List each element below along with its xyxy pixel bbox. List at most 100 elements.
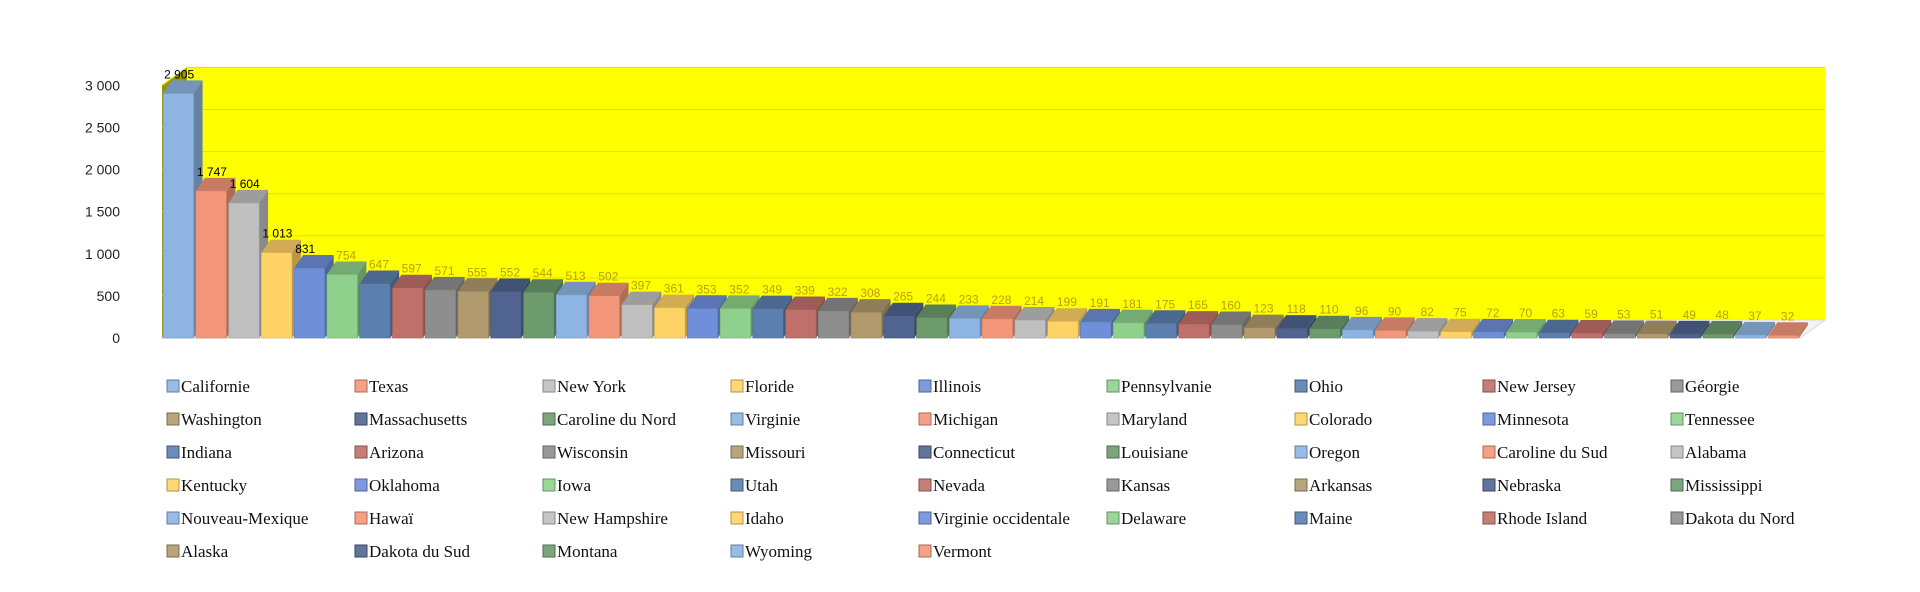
bar-top	[1211, 311, 1251, 325]
legend-item: Tennessee	[1670, 410, 1755, 429]
legend-item: Illinois	[918, 377, 981, 396]
legend-label: Connecticut	[933, 443, 1015, 462]
legend-item: Wyoming	[730, 542, 812, 561]
bar-front	[817, 310, 850, 339]
legend-swatch	[1294, 478, 1308, 492]
legend-swatch	[1670, 478, 1684, 492]
data-label: 165	[1188, 298, 1208, 312]
data-label: 199	[1057, 295, 1077, 309]
data-label: 353	[696, 282, 716, 296]
data-label: 191	[1090, 296, 1110, 310]
legend-swatch	[1106, 511, 1120, 525]
bar-front	[261, 252, 293, 339]
data-label: 265	[893, 290, 913, 304]
data-label: 72	[1486, 306, 1500, 320]
bar-side	[1798, 322, 1808, 338]
legend-swatch	[1106, 445, 1120, 459]
data-label: 63	[1552, 307, 1566, 321]
bar-front	[424, 289, 457, 339]
legend-label: Arkansas	[1309, 476, 1372, 495]
bar-top	[294, 255, 334, 268]
legend-item: Louisiane	[1106, 443, 1188, 462]
legend-swatch	[542, 379, 556, 393]
legend-label: Delaware	[1121, 509, 1186, 528]
bar-front	[359, 283, 391, 339]
legend-item: Rhode Island	[1482, 509, 1588, 528]
bar-front	[1702, 333, 1734, 339]
legend-item: Oklahoma	[354, 476, 440, 495]
data-label: 647	[369, 258, 389, 272]
legend-label: Texas	[369, 377, 408, 396]
legend-item: Vermont	[918, 542, 992, 561]
bar-top	[1178, 311, 1219, 325]
bar-front	[1473, 331, 1505, 339]
bar-front	[523, 291, 555, 339]
bar-front	[1768, 334, 1800, 339]
bar-front	[981, 318, 1013, 339]
legend-swatch	[166, 478, 180, 492]
legend-item: Washington	[166, 410, 262, 429]
legend-item: Alabama	[1670, 443, 1747, 462]
legend-item: New Jersey	[1482, 377, 1576, 396]
bar-top	[916, 304, 957, 318]
legend-item: Maryland	[1106, 410, 1188, 429]
legend-swatch	[918, 445, 932, 459]
data-label: 175	[1155, 297, 1175, 311]
bar-side	[1733, 321, 1743, 338]
legend-swatch	[1294, 379, 1308, 393]
legend-item: Delaware	[1106, 509, 1186, 528]
bar	[1768, 322, 1808, 339]
bar-top	[621, 291, 662, 305]
bar-top	[1506, 319, 1546, 333]
bar-front	[949, 318, 981, 339]
legend-item: Alaska	[166, 542, 229, 561]
legend-item: Michigan	[918, 410, 999, 429]
bar-top	[818, 297, 858, 311]
legend-label: Hawaï	[369, 509, 414, 528]
data-label: 552	[500, 266, 520, 280]
data-label: 53	[1617, 308, 1631, 322]
bar-top	[982, 305, 1022, 319]
legend-swatch	[542, 445, 556, 459]
legend-label: Wyoming	[745, 542, 812, 561]
data-label: 1 747	[197, 165, 227, 179]
data-label: 322	[828, 285, 848, 299]
data-label: 502	[598, 270, 618, 284]
bar-top	[1440, 318, 1481, 332]
bar-front	[457, 290, 489, 339]
data-label: 597	[402, 262, 422, 276]
legend-label: Pennsylvanie	[1121, 377, 1212, 396]
legend-swatch	[1482, 412, 1496, 426]
legend-label: Colorado	[1309, 410, 1372, 429]
legend-item: Nebraska	[1482, 476, 1562, 495]
legend-item: Nouveau-Mexique	[166, 509, 308, 528]
y-axis: 0 500 1 000 1 500 2 000 2 500 3 000	[85, 77, 120, 346]
legend-swatch	[1670, 412, 1684, 426]
legend: Californie Texas New York Floride Illinois Pe…	[166, 377, 1795, 561]
legend-swatch	[1482, 445, 1496, 459]
legend-swatch	[354, 478, 368, 492]
data-label: 123	[1253, 302, 1273, 316]
data-label: 244	[926, 292, 946, 306]
legend-swatch	[730, 445, 744, 459]
legend-item: Maine	[1294, 509, 1352, 528]
legend-label: Caroline du Sud	[1497, 443, 1608, 462]
bar-top	[1768, 322, 1808, 336]
data-label: 349	[762, 283, 782, 297]
bar-top	[1113, 309, 1153, 323]
bar-top	[1539, 319, 1579, 333]
legend-label: Illinois	[933, 377, 981, 396]
legend-label: New York	[557, 377, 626, 396]
bar-front	[293, 267, 326, 339]
bar-front	[1735, 334, 1767, 339]
data-label: 544	[533, 266, 553, 280]
data-label: 51	[1650, 308, 1664, 322]
legend-item: Massachusetts	[354, 410, 467, 429]
legend-label: Maine	[1309, 509, 1352, 528]
legend-item: Dakota du Nord	[1670, 509, 1795, 528]
legend-item: Californie	[166, 377, 250, 396]
y-tick-label: 500	[97, 288, 121, 304]
legend-swatch	[1482, 478, 1496, 492]
legend-label: Oklahoma	[369, 476, 440, 495]
